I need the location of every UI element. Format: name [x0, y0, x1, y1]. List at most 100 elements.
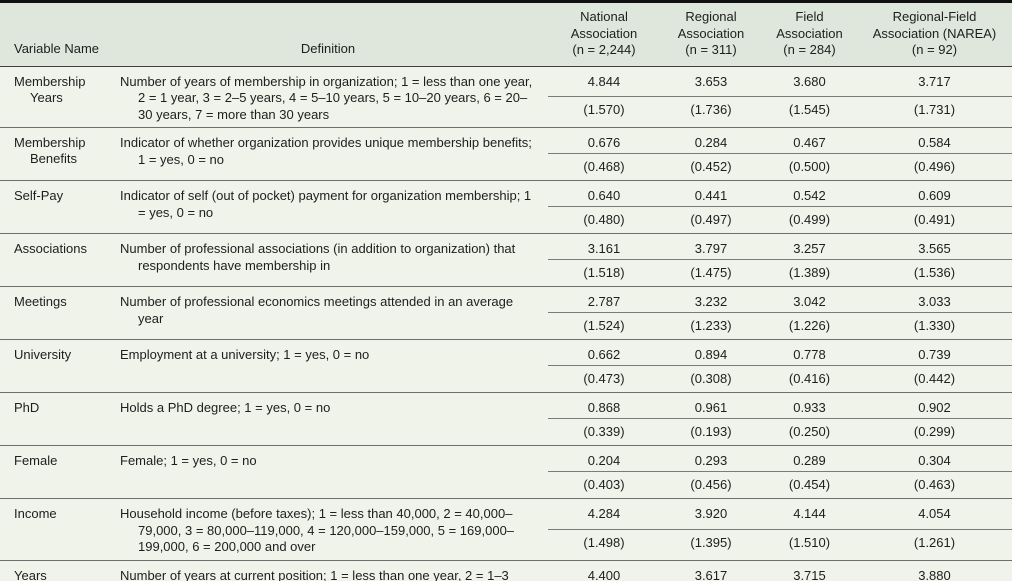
- mean-value-cell: 3.033: [857, 286, 1012, 314]
- variable-row-sd: (0.403) (0.456) (0.454) (0.463): [0, 471, 1012, 500]
- sd-value-cell: (1.389): [762, 259, 857, 288]
- variable-row-sd: (1.570) (1.736) (1.545) (1.731): [0, 96, 1012, 129]
- mean-value-cell: 0.778: [762, 339, 857, 367]
- sd-value-cell: (0.339): [548, 418, 660, 447]
- mean-value-cell: 3.565: [857, 233, 1012, 261]
- definition-cell: Indicator of self (out of pocket) paymen…: [108, 180, 548, 235]
- sd-value-cell: (0.496): [857, 153, 1012, 182]
- sd-value-cell: (1.524): [548, 312, 660, 341]
- sd-value-cell: (0.299): [857, 418, 1012, 447]
- sd-value-cell: (0.480): [548, 206, 660, 235]
- mean-value-cell: 0.542: [762, 180, 857, 208]
- mean-value-cell: 3.715: [762, 560, 857, 581]
- sd-value-cell: (0.193): [660, 418, 762, 447]
- sd-value-cell: (0.491): [857, 206, 1012, 235]
- col-header-definition: Definition: [108, 1, 548, 67]
- variable-row-mean: Membership Benefits Indicator of whether…: [0, 127, 1012, 182]
- mean-value-cell: 3.880: [857, 560, 1012, 581]
- variable-row-mean: University Employment at a university; 1…: [0, 339, 1012, 394]
- variable-name-cell: Membership Years: [0, 66, 108, 129]
- definition-cell: Employment at a university; 1 = yes, 0 =…: [108, 339, 548, 394]
- sd-value-cell: (0.468): [548, 153, 660, 182]
- variable-row-sd: (0.473) (0.308) (0.416) (0.442): [0, 365, 1012, 394]
- sd-value-cell: (1.570): [548, 96, 660, 129]
- mean-value-cell: 3.680: [762, 66, 857, 98]
- table-header-row: Variable Name Definition National Associ…: [0, 1, 1012, 67]
- sd-value-cell: (1.261): [857, 529, 1012, 561]
- sd-value-cell: (1.736): [660, 96, 762, 129]
- mean-value-cell: 3.797: [660, 233, 762, 261]
- sd-value-cell: (0.497): [660, 206, 762, 235]
- sd-value-cell: (1.731): [857, 96, 1012, 129]
- sd-value-cell: (1.545): [762, 96, 857, 129]
- variable-row-mean: Income Household income (before taxes); …: [0, 498, 1012, 561]
- definition-cell: Indicator of whether organization provid…: [108, 127, 548, 182]
- variable-name-cell: Female: [0, 445, 108, 500]
- mean-value-cell: 0.441: [660, 180, 762, 208]
- sd-value-cell: (0.500): [762, 153, 857, 182]
- definition-cell: Number of professional associations (in …: [108, 233, 548, 288]
- sd-value-cell: (1.475): [660, 259, 762, 288]
- mean-value-cell: 0.284: [660, 127, 762, 155]
- definition-cell: Holds a PhD degree; 1 = yes, 0 = no: [108, 392, 548, 447]
- col-header-variable-name: Variable Name: [0, 1, 108, 67]
- variable-row-sd: (1.524) (1.233) (1.226) (1.330): [0, 312, 1012, 341]
- mean-value-cell: 4.054: [857, 498, 1012, 530]
- mean-value-cell: 0.584: [857, 127, 1012, 155]
- variable-row-mean: Self-Pay Indicator of self (out of pocke…: [0, 180, 1012, 235]
- variable-row-sd: (1.498) (1.395) (1.510) (1.261): [0, 529, 1012, 561]
- sd-value-cell: (1.498): [548, 529, 660, 561]
- definition-cell: Number of years of membership in organiz…: [108, 66, 548, 129]
- variable-name-cell: PhD: [0, 392, 108, 447]
- sd-value-cell: (0.250): [762, 418, 857, 447]
- col-header-regional-association: Regional Association (n = 311): [660, 1, 762, 67]
- mean-value-cell: 3.920: [660, 498, 762, 530]
- mean-value-cell: 0.289: [762, 445, 857, 473]
- sd-value-cell: (0.463): [857, 471, 1012, 500]
- mean-value-cell: 3.257: [762, 233, 857, 261]
- mean-value-cell: 0.640: [548, 180, 660, 208]
- mean-value-cell: 0.739: [857, 339, 1012, 367]
- mean-value-cell: 4.844: [548, 66, 660, 98]
- sd-value-cell: (1.233): [660, 312, 762, 341]
- sd-value-cell: (1.330): [857, 312, 1012, 341]
- sd-value-cell: (0.442): [857, 365, 1012, 394]
- definition-cell: Female; 1 = yes, 0 = no: [108, 445, 548, 500]
- mean-value-cell: 0.868: [548, 392, 660, 420]
- sd-value-cell: (0.416): [762, 365, 857, 394]
- variable-row-sd: (0.339) (0.193) (0.250) (0.299): [0, 418, 1012, 447]
- variable-name-cell: Years Employed: [0, 560, 108, 581]
- sd-value-cell: (1.536): [857, 259, 1012, 288]
- col-header-regional-field-association: Regional-Field Association (NAREA) (n = …: [857, 1, 1012, 67]
- mean-value-cell: 0.204: [548, 445, 660, 473]
- mean-value-cell: 3.161: [548, 233, 660, 261]
- mean-value-cell: 3.617: [660, 560, 762, 581]
- mean-value-cell: 0.293: [660, 445, 762, 473]
- table-body: Membership Years Number of years of memb…: [0, 66, 1012, 581]
- sd-value-cell: (0.308): [660, 365, 762, 394]
- mean-value-cell: 0.609: [857, 180, 1012, 208]
- variable-name-cell: University: [0, 339, 108, 394]
- mean-value-cell: 3.653: [660, 66, 762, 98]
- mean-value-cell: 0.902: [857, 392, 1012, 420]
- sd-value-cell: (1.510): [762, 529, 857, 561]
- mean-value-cell: 0.961: [660, 392, 762, 420]
- mean-value-cell: 4.400: [548, 560, 660, 581]
- mean-value-cell: 0.676: [548, 127, 660, 155]
- col-header-field-association: Field Association (n = 284): [762, 1, 857, 67]
- definition-cell: Household income (before taxes); 1 = les…: [108, 498, 548, 561]
- variable-row-sd: (0.480) (0.497) (0.499) (0.491): [0, 206, 1012, 235]
- sd-value-cell: (0.454): [762, 471, 857, 500]
- sd-value-cell: (0.499): [762, 206, 857, 235]
- variable-row-mean: Meetings Number of professional economic…: [0, 286, 1012, 341]
- mean-value-cell: 0.933: [762, 392, 857, 420]
- sd-value-cell: (0.473): [548, 365, 660, 394]
- table-header: Variable Name Definition National Associ…: [0, 1, 1012, 67]
- mean-value-cell: 0.467: [762, 127, 857, 155]
- definition-cell: Number of professional economics meeting…: [108, 286, 548, 341]
- mean-value-cell: 2.787: [548, 286, 660, 314]
- sd-value-cell: (1.518): [548, 259, 660, 288]
- variable-row-mean: Years Employed Number of years at curren…: [0, 560, 1012, 581]
- variable-name-cell: Meetings: [0, 286, 108, 341]
